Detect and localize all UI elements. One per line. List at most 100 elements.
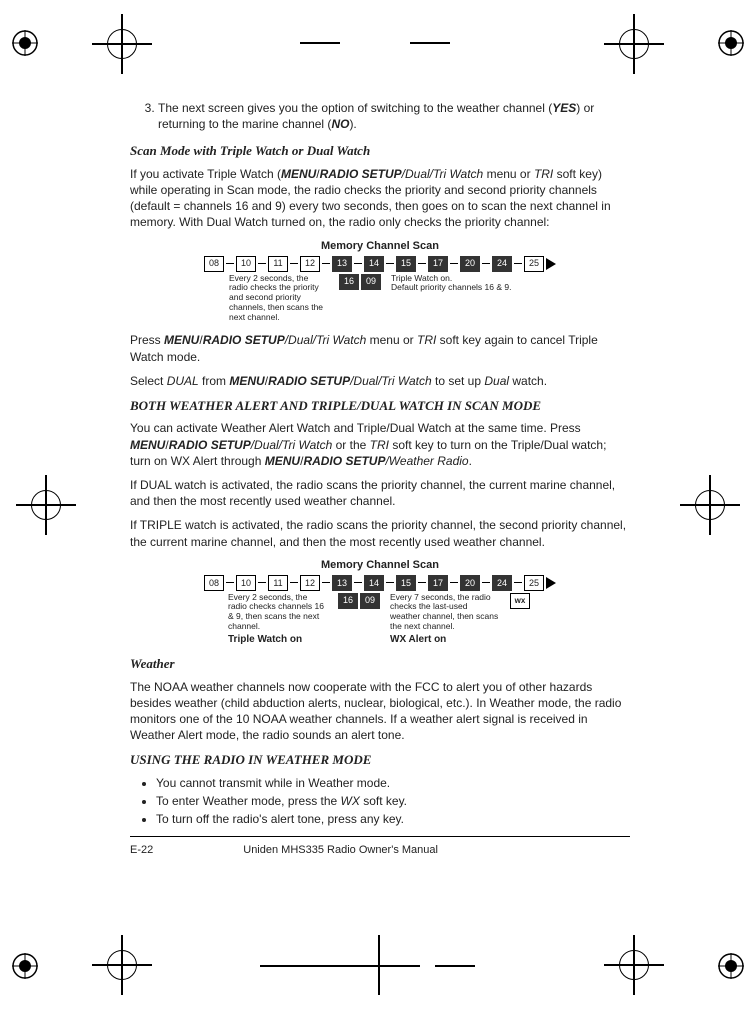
d2-09: 09 <box>360 593 380 609</box>
dia2-sub-left: 16 09 <box>336 593 382 646</box>
ch-15: 15 <box>396 256 416 272</box>
cross-mark-r <box>680 475 740 535</box>
dia2-left-col: Every 2 seconds, the radio checks channe… <box>228 593 328 646</box>
d2-16: 16 <box>338 593 358 609</box>
step3-c: ). <box>349 117 356 131</box>
ch-20: 20 <box>460 256 480 272</box>
para-both: You can activate Weather Alert Watch and… <box>130 420 630 469</box>
cross-mark-l <box>16 475 76 535</box>
tri-2: TRI <box>417 333 436 347</box>
both-b: or the <box>332 438 369 452</box>
step-list: The next screen gives you the option of … <box>130 100 630 132</box>
heading-scan-mode: Scan Mode with Triple Watch or Dual Watc… <box>130 142 630 160</box>
trim-bot2 <box>435 965 475 967</box>
dual-i: Dual <box>484 374 509 388</box>
d2-12: 12 <box>300 575 320 591</box>
d2-10: 10 <box>236 575 256 591</box>
para-dual: If DUAL watch is activated, the radio sc… <box>130 477 630 509</box>
dia1-left-col: Every 2 seconds, the radio checks the pr… <box>229 274 329 323</box>
dia2-note-right: Every 7 seconds, the radio checks the la… <box>390 593 500 632</box>
bullet-2: To enter Weather mode, press the WX soft… <box>156 793 630 809</box>
ch-14: 14 <box>364 256 384 272</box>
cross-mark-t <box>92 14 152 74</box>
menu-2: MENU <box>164 333 199 347</box>
dt-3: /Dual/Tri Watch <box>350 374 432 388</box>
dt-1: /Dual/Tri Watch <box>402 167 484 181</box>
para-select: Select DUAL from MENU/RADIO SETUP/Dual/T… <box>130 373 630 389</box>
wx-key: WX <box>341 794 360 808</box>
para-weather: The NOAA weather channels now cooperate … <box>130 679 630 744</box>
d2-13: 13 <box>332 575 352 591</box>
d2-11: 11 <box>268 575 288 591</box>
dia1-sub-col: 16 09 <box>337 274 383 323</box>
footer: E-22 Uniden MHS335 Radio Owner's Manual <box>130 843 630 858</box>
trim-bot-v <box>378 935 380 995</box>
ch-17: 17 <box>428 256 448 272</box>
press-a: Press <box>130 333 164 347</box>
step3-a: The next screen gives you the option of … <box>158 101 552 115</box>
ch-11: 11 <box>268 256 288 272</box>
d2-20: 20 <box>460 575 480 591</box>
trim-top <box>300 42 340 44</box>
footer-rule <box>130 836 630 837</box>
ch-13: 13 <box>332 256 352 272</box>
cross-mark-b2 <box>604 935 664 995</box>
menu-5: MENU <box>265 454 300 468</box>
trim-top2 <box>410 42 450 44</box>
d2-08: 08 <box>204 575 224 591</box>
dia1-right-col: Triple Watch on. Default priority channe… <box>391 274 531 323</box>
dia1-title: Memory Channel Scan <box>190 239 570 254</box>
heading-weather: Weather <box>130 655 630 673</box>
page-number: E-22 <box>130 843 153 858</box>
tri-1: TRI <box>534 167 553 181</box>
dia2-right-col: Every 7 seconds, the radio checks the la… <box>390 593 500 646</box>
dot-1: . <box>469 454 472 468</box>
sel-a: Select <box>130 374 167 388</box>
reg-mark-tr <box>718 30 744 56</box>
ch-25: 25 <box>524 256 544 272</box>
bullet-1: You cannot transmit while in Weather mod… <box>156 775 630 791</box>
d2-15: 15 <box>396 575 416 591</box>
scan-b: menu or <box>483 167 534 181</box>
ch-12: 12 <box>300 256 320 272</box>
tri-3: TRI <box>370 438 389 452</box>
diagram-memory-scan-1: Memory Channel Scan 08 10 11 12 13 14 15… <box>190 239 570 323</box>
para-press: Press MENU/RADIO SETUP/Dual/Tri Watch me… <box>130 332 630 364</box>
ch-24: 24 <box>492 256 512 272</box>
ch-08: 08 <box>204 256 224 272</box>
reg-mark-tl <box>12 30 38 56</box>
diagram-memory-scan-2: Memory Channel Scan 08 10 11 12 13 14 15… <box>190 558 570 645</box>
para-triple: If TRIPLE watch is activated, the radio … <box>130 517 630 549</box>
dia2-title: Memory Channel Scan <box>190 558 570 573</box>
dual-1: DUAL <box>167 374 199 388</box>
reg-mark-br <box>718 953 744 979</box>
heading-both: BOTH WEATHER ALERT AND TRIPLE/DUAL WATCH… <box>130 397 630 415</box>
sel-c: to set up <box>432 374 485 388</box>
step3-yes: YES <box>552 101 576 115</box>
dia2-label-left: Triple Watch on <box>228 634 302 646</box>
arrow-icon-2 <box>546 577 556 589</box>
d2-25: 25 <box>524 575 544 591</box>
rs-1: RADIO SETUP <box>320 167 402 181</box>
cross-mark-b <box>92 935 152 995</box>
rs-3: RADIO SETUP <box>268 374 350 388</box>
dt-2: /Dual/Tri Watch <box>285 333 367 347</box>
step3-no: NO <box>331 117 349 131</box>
menu-4: MENU <box>130 438 165 452</box>
manual-title: Uniden MHS335 Radio Owner's Manual <box>243 844 438 856</box>
step-3: The next screen gives you the option of … <box>158 100 630 132</box>
trim-bot <box>260 965 420 967</box>
dia1-below: Every 2 seconds, the radio checks the pr… <box>190 274 570 323</box>
dia2-note-left: Every 2 seconds, the radio checks channe… <box>228 593 328 632</box>
d2-17: 17 <box>428 575 448 591</box>
dia2-label-right: WX Alert on <box>390 634 446 646</box>
dia1-row: 08 10 11 12 13 14 15 17 20 24 25 <box>190 256 570 272</box>
d2-14: 14 <box>364 575 384 591</box>
arrow-icon <box>546 258 556 270</box>
sel-b: from <box>199 374 230 388</box>
b2b: soft key. <box>360 794 407 808</box>
dia2-below: Every 2 seconds, the radio checks channe… <box>190 593 570 646</box>
cross-mark-t2 <box>604 14 664 74</box>
menu-1: MENU <box>281 167 316 181</box>
bullet-3: To turn off the radio's alert tone, pres… <box>156 811 630 827</box>
